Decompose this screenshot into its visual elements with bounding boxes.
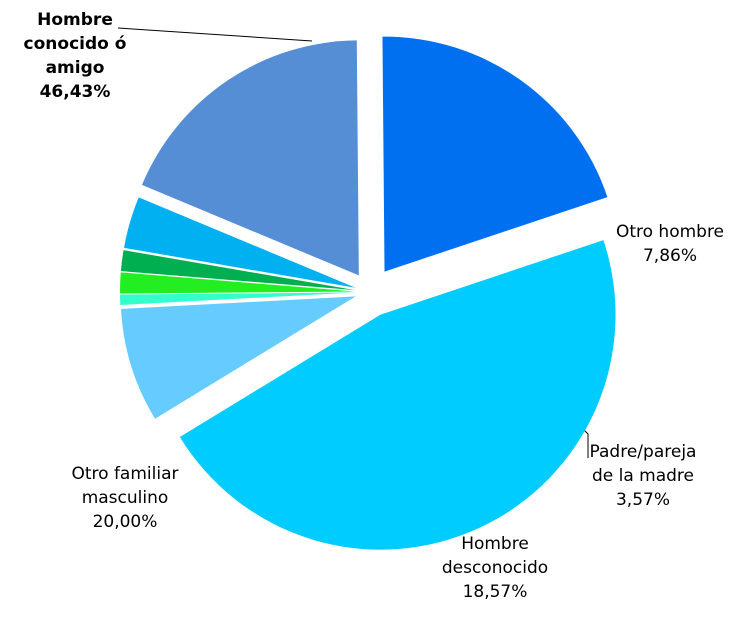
leader-line [117, 27, 313, 42]
slice-label-value: 18,57% [462, 582, 528, 602]
slice-label: Hombre conocido ó amigo 46,43% [5, 8, 145, 104]
slice-label-value: 46,43% [39, 82, 111, 102]
pie-slice [120, 250, 356, 291]
slice-label-category: Otro hombre [615, 222, 725, 242]
pie-slice [141, 40, 359, 276]
slice-label-category: Padre/pareja de la madre [589, 442, 697, 486]
leader-line [583, 429, 589, 458]
slice-label: Hombre desconocido 18,57% [420, 532, 570, 604]
pie-slice [120, 292, 356, 305]
slice-label: Otro familiar masculino 20,00% [30, 462, 220, 534]
pie-slice [121, 296, 356, 419]
slice-label-value: 7,86% [642, 246, 697, 266]
slice-label: Padre/pareja de la madre 3,57% [578, 440, 708, 512]
slice-label-category: Hombre conocido ó amigo [23, 10, 127, 78]
pie-slice [120, 272, 356, 294]
slice-label-value: 20,00% [92, 512, 158, 532]
slice-label-value: 3,57% [615, 490, 670, 510]
pie-slice [179, 240, 616, 550]
pie-slice [124, 197, 356, 288]
slice-label-category: Otro familiar masculino [71, 464, 179, 508]
slice-label: Otro hombre 7,86% [610, 220, 730, 268]
slice-label-category: Hombre desconocido [441, 534, 549, 578]
pie-slice [382, 36, 608, 272]
